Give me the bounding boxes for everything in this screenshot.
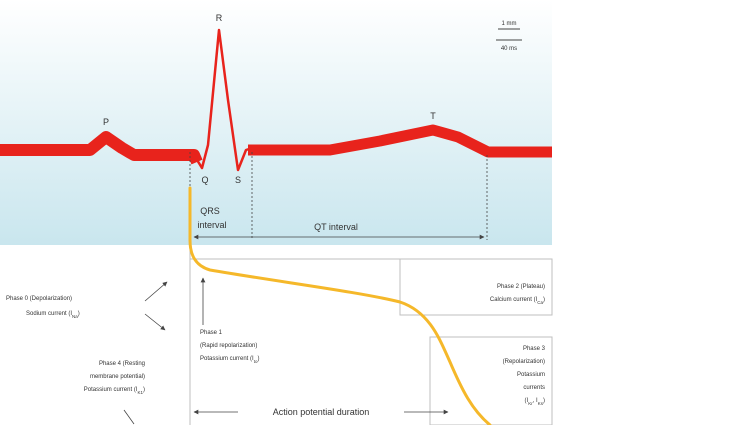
phase2-current-close: ) — [543, 297, 545, 303]
phase4-current: Potassium current (IK1) — [84, 387, 145, 395]
phase3-line2: (Repolarization) — [503, 359, 545, 365]
phase4-current-text: Potassium current (I — [84, 387, 138, 393]
phase4-arrow — [123, 409, 135, 425]
qrs-interval-label-line2: interval — [197, 220, 226, 230]
scale-bottom-label: 40 ms — [501, 46, 517, 52]
phase2-current: Calcium current (ICa) — [490, 297, 545, 305]
q-wave-label: Q — [201, 175, 208, 185]
phase1-desc: (Rapid repolarization) — [200, 343, 257, 349]
phase0-current-close: ) — [78, 311, 80, 317]
phase3-currents-mid: , I — [533, 398, 538, 404]
phase0-arrow-down — [144, 313, 166, 331]
phase0-current-sub: Na — [72, 314, 78, 319]
scale-bar: 1 mm 40 ms — [496, 21, 522, 52]
phase2-title: Phase 2 (Plateau) — [497, 284, 545, 290]
phase3-box — [429, 336, 553, 425]
phase3-currents-sub1: Kr — [528, 401, 533, 406]
t-wave-label: T — [430, 111, 436, 121]
phase3-line3: Potassium — [517, 372, 545, 378]
apd-label-bg — [238, 404, 404, 419]
qrs-interval-label-line1: QRS — [200, 206, 220, 216]
phase0-title: Phase 0 (Depolarization) — [6, 296, 72, 302]
action-potential-curve — [188, 186, 492, 425]
phase4-line1: Phase 4 (Resting — [99, 361, 145, 367]
r-wave-label: R — [216, 13, 223, 23]
ecg-trace-t-wave — [248, 124, 552, 158]
phase2-current-text: Calcium current (I — [490, 297, 538, 303]
phase2-box — [399, 258, 553, 316]
qt-interval-label: QT interval — [314, 222, 358, 232]
phase2-current-sub: Ca — [537, 300, 543, 305]
phase4-current-close: ) — [143, 387, 145, 393]
phase3-currents-open: (I — [525, 398, 529, 404]
phase3-line1: Phase 3 — [523, 346, 546, 352]
phase3-currents-close: ) — [543, 398, 545, 404]
phase0-arrow-up — [144, 281, 168, 302]
phase0-current: Sodium current (INa) — [26, 311, 80, 319]
phase1-current-sub: to — [254, 359, 258, 364]
ecg-panel — [0, 0, 552, 245]
phase1-current-close: ) — [257, 356, 259, 362]
apd-label: Action potential duration — [273, 407, 370, 417]
phase3-currents: (IKr, IKs) — [525, 398, 545, 406]
phase1-current-text: Potassium current (I — [200, 356, 254, 362]
phase1-current: Potassium current (Ito) — [200, 356, 259, 364]
p-wave-label: P — [103, 117, 109, 127]
phase3-line4: currents — [523, 385, 545, 391]
s-wave-label: S — [235, 175, 241, 185]
phase3-currents-sub2: Ks — [538, 401, 544, 406]
phase1-title: Phase 1 — [200, 330, 223, 336]
ecg-trace-qrs — [192, 28, 253, 172]
phase4-current-sub: K1 — [137, 390, 143, 395]
phase0-current-text: Sodium current (I — [26, 311, 72, 317]
phase4-line2: membrane potential) — [90, 374, 145, 380]
scale-top-label: 1 mm — [502, 21, 517, 27]
